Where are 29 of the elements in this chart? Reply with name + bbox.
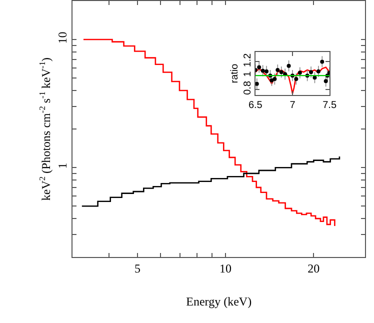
point (264, 69, 269, 74)
line-series (255, 66, 330, 94)
point (294, 77, 298, 82)
point (309, 70, 314, 74)
y-tick-label: 1 (56, 162, 70, 169)
point (270, 78, 274, 82)
x-axis-title: Energy (keV) (186, 294, 252, 309)
point (298, 70, 302, 75)
y-tick-label: 1.2 (242, 52, 254, 68)
point (272, 77, 277, 82)
point (312, 76, 317, 80)
point (257, 65, 262, 70)
x-tick-label: 5 (134, 262, 140, 276)
point (260, 68, 265, 73)
y-axis-title: ratio (229, 63, 240, 84)
x-tick-label: 6.5 (248, 100, 263, 112)
point (324, 79, 328, 84)
point (316, 69, 320, 74)
point (320, 60, 324, 64)
point (276, 68, 280, 72)
x-tick-label: 20 (308, 262, 320, 276)
point (255, 82, 259, 86)
x-tick-label: 7.5 (322, 100, 337, 112)
y-tick-label: 0.8 (242, 80, 254, 95)
x-tick-label: 7 (290, 100, 296, 112)
y-tick-label: 1 (242, 70, 254, 77)
point (286, 64, 291, 68)
x-tick-label: 10 (220, 262, 232, 276)
point (279, 70, 284, 74)
